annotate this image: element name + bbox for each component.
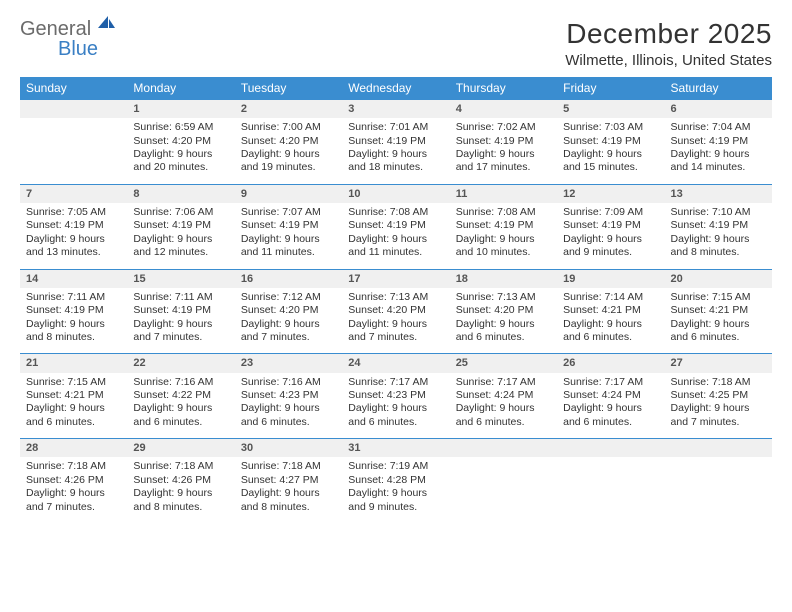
day-content-cell: Sunrise: 7:13 AMSunset: 4:20 PMDaylight:… [342, 288, 449, 354]
day-number-cell: 23 [235, 354, 342, 373]
header: General Blue December 2025 Wilmette, Ill… [20, 18, 772, 69]
day-content-cell: Sunrise: 7:18 AMSunset: 4:27 PMDaylight:… [235, 457, 342, 523]
day-number-cell: 21 [20, 354, 127, 373]
day-number-cell: 8 [127, 184, 234, 203]
day-content-cell: Sunrise: 7:11 AMSunset: 4:19 PMDaylight:… [127, 288, 234, 354]
day-content-cell: Sunrise: 7:07 AMSunset: 4:19 PMDaylight:… [235, 203, 342, 269]
day-number-cell: 4 [450, 100, 557, 119]
day-number-cell: 3 [342, 100, 449, 119]
day-number-cell: 26 [557, 354, 664, 373]
day-content-cell [450, 457, 557, 523]
day-number-cell: 11 [450, 184, 557, 203]
day-content-row: Sunrise: 7:05 AMSunset: 4:19 PMDaylight:… [20, 203, 772, 269]
calendar-table: SundayMondayTuesdayWednesdayThursdayFrid… [20, 77, 772, 523]
day-number-row: 14151617181920 [20, 269, 772, 288]
day-number-cell: 2 [235, 100, 342, 119]
day-content-cell: Sunrise: 7:18 AMSunset: 4:26 PMDaylight:… [127, 457, 234, 523]
day-number-cell: 22 [127, 354, 234, 373]
logo-text-blue: Blue [58, 38, 98, 61]
day-number-cell: 12 [557, 184, 664, 203]
day-number-cell: 1 [127, 100, 234, 119]
day-content-cell: Sunrise: 7:11 AMSunset: 4:19 PMDaylight:… [20, 288, 127, 354]
day-number-cell: 30 [235, 439, 342, 458]
day-number-cell: 24 [342, 354, 449, 373]
day-number-cell: 29 [127, 439, 234, 458]
day-content-cell: Sunrise: 7:17 AMSunset: 4:24 PMDaylight:… [450, 373, 557, 439]
day-number-row: 123456 [20, 100, 772, 119]
day-content-cell: Sunrise: 7:18 AMSunset: 4:25 PMDaylight:… [665, 373, 772, 439]
day-content-cell: Sunrise: 7:15 AMSunset: 4:21 PMDaylight:… [665, 288, 772, 354]
day-content-cell: Sunrise: 7:15 AMSunset: 4:21 PMDaylight:… [20, 373, 127, 439]
weekday-header-row: SundayMondayTuesdayWednesdayThursdayFrid… [20, 77, 772, 100]
day-number-row: 21222324252627 [20, 354, 772, 373]
day-content-cell: Sunrise: 6:59 AMSunset: 4:20 PMDaylight:… [127, 118, 234, 184]
day-number-cell: 7 [20, 184, 127, 203]
day-content-cell: Sunrise: 7:16 AMSunset: 4:22 PMDaylight:… [127, 373, 234, 439]
day-content-cell: Sunrise: 7:03 AMSunset: 4:19 PMDaylight:… [557, 118, 664, 184]
day-content-cell: Sunrise: 7:18 AMSunset: 4:26 PMDaylight:… [20, 457, 127, 523]
day-number-cell: 5 [557, 100, 664, 119]
weekday-header: Thursday [450, 77, 557, 100]
weekday-header: Monday [127, 77, 234, 100]
day-number-cell: 19 [557, 269, 664, 288]
day-content-cell: Sunrise: 7:17 AMSunset: 4:24 PMDaylight:… [557, 373, 664, 439]
day-number-cell: 17 [342, 269, 449, 288]
weekday-header: Sunday [20, 77, 127, 100]
day-number-cell: 25 [450, 354, 557, 373]
day-content-cell: Sunrise: 7:04 AMSunset: 4:19 PMDaylight:… [665, 118, 772, 184]
day-content-row: Sunrise: 7:15 AMSunset: 4:21 PMDaylight:… [20, 373, 772, 439]
day-content-cell [557, 457, 664, 523]
day-content-cell [20, 118, 127, 184]
day-content-cell: Sunrise: 7:00 AMSunset: 4:20 PMDaylight:… [235, 118, 342, 184]
day-content-cell: Sunrise: 7:02 AMSunset: 4:19 PMDaylight:… [450, 118, 557, 184]
logo: General Blue [20, 18, 130, 62]
weekday-header: Wednesday [342, 77, 449, 100]
day-content-cell: Sunrise: 7:16 AMSunset: 4:23 PMDaylight:… [235, 373, 342, 439]
day-content-cell: Sunrise: 7:06 AMSunset: 4:19 PMDaylight:… [127, 203, 234, 269]
day-content-cell [665, 457, 772, 523]
day-number-cell [557, 439, 664, 458]
day-content-cell: Sunrise: 7:13 AMSunset: 4:20 PMDaylight:… [450, 288, 557, 354]
day-content-cell: Sunrise: 7:08 AMSunset: 4:19 PMDaylight:… [450, 203, 557, 269]
location: Wilmette, Illinois, United States [565, 52, 772, 69]
day-number-cell: 14 [20, 269, 127, 288]
day-number-cell: 31 [342, 439, 449, 458]
day-content-cell: Sunrise: 7:10 AMSunset: 4:19 PMDaylight:… [665, 203, 772, 269]
day-number-row: 78910111213 [20, 184, 772, 203]
day-number-cell [20, 100, 127, 119]
day-content-cell: Sunrise: 7:08 AMSunset: 4:19 PMDaylight:… [342, 203, 449, 269]
day-content-cell: Sunrise: 7:05 AMSunset: 4:19 PMDaylight:… [20, 203, 127, 269]
day-content-cell: Sunrise: 7:12 AMSunset: 4:20 PMDaylight:… [235, 288, 342, 354]
day-content-row: Sunrise: 7:11 AMSunset: 4:19 PMDaylight:… [20, 288, 772, 354]
day-content-cell: Sunrise: 7:14 AMSunset: 4:21 PMDaylight:… [557, 288, 664, 354]
day-number-row: 28293031 [20, 439, 772, 458]
day-number-cell: 28 [20, 439, 127, 458]
logo-sail-icon [96, 14, 116, 30]
day-number-cell: 13 [665, 184, 772, 203]
day-number-cell [450, 439, 557, 458]
day-number-cell: 18 [450, 269, 557, 288]
day-number-cell: 16 [235, 269, 342, 288]
day-number-cell [665, 439, 772, 458]
day-number-cell: 20 [665, 269, 772, 288]
weekday-header: Tuesday [235, 77, 342, 100]
day-number-cell: 10 [342, 184, 449, 203]
day-number-cell: 27 [665, 354, 772, 373]
day-number-cell: 15 [127, 269, 234, 288]
day-number-cell: 9 [235, 184, 342, 203]
month-title: December 2025 [565, 18, 772, 50]
day-content-cell: Sunrise: 7:19 AMSunset: 4:28 PMDaylight:… [342, 457, 449, 523]
day-content-cell: Sunrise: 7:09 AMSunset: 4:19 PMDaylight:… [557, 203, 664, 269]
day-content-row: Sunrise: 6:59 AMSunset: 4:20 PMDaylight:… [20, 118, 772, 184]
weekday-header: Saturday [665, 77, 772, 100]
day-content-cell: Sunrise: 7:17 AMSunset: 4:23 PMDaylight:… [342, 373, 449, 439]
day-number-cell: 6 [665, 100, 772, 119]
day-content-cell: Sunrise: 7:01 AMSunset: 4:19 PMDaylight:… [342, 118, 449, 184]
weekday-header: Friday [557, 77, 664, 100]
title-block: December 2025 Wilmette, Illinois, United… [565, 18, 772, 69]
day-content-row: Sunrise: 7:18 AMSunset: 4:26 PMDaylight:… [20, 457, 772, 523]
